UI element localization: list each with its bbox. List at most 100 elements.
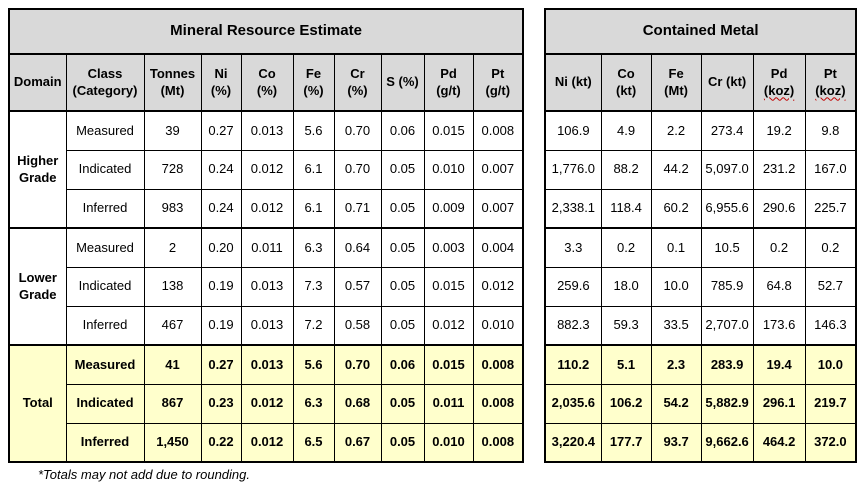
resource-cell: 0.24 [200,188,242,229]
metal-cell: 146.3 [804,305,857,346]
metal-cell: 3.3 [544,227,602,268]
metal-cell: 52.7 [804,266,857,307]
col-header-fe-mt: Fe (Mt) [650,53,702,112]
resource-cell: 5.6 [292,110,335,151]
resource-cell: 0.23 [200,383,242,424]
metal-cell: 44.2 [650,149,702,190]
metal-cell: 296.1 [752,383,806,424]
metal-cell: 1,776.0 [544,149,602,190]
col-header-ni-pct: Ni (%) [200,53,242,112]
category-cell: Measured [65,344,145,385]
category-cell: Measured [65,227,145,268]
metal-cell: 2.2 [650,110,702,151]
resource-cell: 0.05 [380,383,425,424]
table-row: 3.3 0.2 0.1 10.5 0.2 0.2 [544,227,857,268]
metal-cell: 372.0 [804,422,857,463]
metal-cell: 106.9 [544,110,602,151]
metal-cell: 6,955.6 [700,188,754,229]
resource-cell: 0.013 [240,305,294,346]
metal-cell: 464.2 [752,422,806,463]
domain-cell: Total [8,344,67,463]
resource-cell: 2 [143,227,202,268]
resource-cell: 0.008 [472,110,524,151]
table-row: 1,776.0 88.2 44.2 5,097.0 231.2 167.0 [544,149,857,190]
metal-cell: 18.0 [600,266,652,307]
metal-cell: 33.5 [650,305,702,346]
col-header-domain: Domain [8,53,67,112]
resource-cell: 0.05 [380,188,425,229]
right-table-title: Contained Metal [544,8,857,55]
category-cell: Indicated [65,266,145,307]
category-cell: Inferred [65,422,145,463]
resource-cell: 0.010 [423,422,474,463]
resource-cell: 0.007 [472,149,524,190]
resource-cell: 7.3 [292,266,335,307]
resource-cell: 0.013 [240,110,294,151]
col-header-pd-gt: Pd (g/t) [423,53,474,112]
table-row: 110.2 5.1 2.3 283.9 19.4 10.0 [544,344,857,385]
resource-cell: 0.012 [240,422,294,463]
col-header-co-kt: Co (kt) [600,53,652,112]
col-header-pt-koz: Pt (koz) [804,53,857,112]
resource-cell: 7.2 [292,305,335,346]
resource-cell: 0.008 [472,344,524,385]
metal-cell: 167.0 [804,149,857,190]
col-header-tonnes: Tonnes (Mt) [143,53,202,112]
metal-cell: 0.2 [600,227,652,268]
metal-cell: 93.7 [650,422,702,463]
table-row: Inferred 983 0.24 0.012 6.1 0.71 0.05 0.… [9,188,524,229]
col-header-co-pct: Co (%) [240,53,294,112]
table-row: Mineral Resource Estimate [8,8,524,55]
resource-cell: 0.012 [240,188,294,229]
resource-cell: 6.5 [292,422,335,463]
metal-cell: 290.6 [752,188,806,229]
table-row: Contained Metal [544,8,857,55]
metal-cell: 273.4 [700,110,754,151]
resource-cell: 0.06 [380,344,425,385]
metal-cell: 0.2 [752,227,806,268]
resource-cell: 0.012 [240,383,294,424]
metal-cell: 10.0 [650,266,702,307]
metal-cell: 5,882.9 [700,383,754,424]
resource-cell: 0.64 [333,227,382,268]
resource-cell: 0.57 [333,266,382,307]
metal-cell: 118.4 [600,188,652,229]
resource-cell: 0.05 [380,266,425,307]
domain-cell: Lower Grade [8,227,67,346]
mineral-resource-estimate-table: Mineral Resource Estimate Domain Class (… [8,8,525,463]
resource-cell: 5.6 [292,344,335,385]
resource-cell: 0.70 [333,344,382,385]
resource-cell: 0.007 [472,188,524,229]
resource-cell: 0.27 [200,110,242,151]
resource-cell: 0.012 [472,266,524,307]
metal-cell: 9.8 [804,110,857,151]
resource-cell: 0.67 [333,422,382,463]
resource-cell: 39 [143,110,202,151]
metal-cell: 10.0 [804,344,857,385]
table-row: Total Measured 41 0.27 0.013 5.6 0.70 0.… [8,344,524,463]
resource-cell: 0.24 [200,149,242,190]
resource-cell: 6.1 [292,149,335,190]
resource-cell: 0.008 [472,422,524,463]
resource-cell: 0.011 [423,383,474,424]
col-header-fe-pct: Fe (%) [292,53,335,112]
category-cell: Indicated [65,383,145,424]
table-row: 2,338.1 118.4 60.2 6,955.6 290.6 225.7 [544,188,857,229]
footnote: *Totals may not add due to rounding. [38,467,250,482]
resource-cell: 6.3 [292,383,335,424]
col-header-cr-kt: Cr (kt) [700,53,754,112]
metal-cell: 2,035.6 [544,383,602,424]
resource-cell: 0.06 [380,110,425,151]
table-row: 259.6 18.0 10.0 785.9 64.8 52.7 [544,266,857,307]
metal-cell: 54.2 [650,383,702,424]
category-cell: Inferred [65,305,145,346]
domain-cell: Higher Grade [8,110,67,229]
table-row: Ni (kt) Co (kt) Fe (Mt) Cr (kt) Pd (koz) … [544,53,857,112]
metal-cell: 0.2 [804,227,857,268]
metal-cell: 219.7 [804,383,857,424]
table-row: Indicated 867 0.23 0.012 6.3 0.68 0.05 0… [9,383,524,424]
resource-cell: 0.012 [240,149,294,190]
table-row: Higher Grade Measured 39 0.27 0.013 5.6 … [8,110,524,229]
resource-cell: 467 [143,305,202,346]
resource-cell: 0.015 [423,344,474,385]
